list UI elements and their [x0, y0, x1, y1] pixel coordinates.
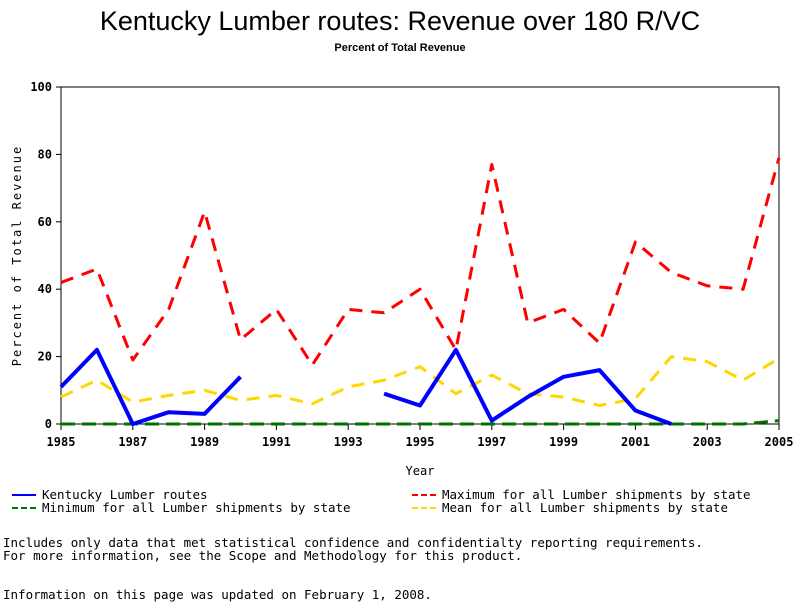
- chart-subtitle: Percent of Total Revenue: [334, 42, 466, 54]
- legend-item-minimum: Minimum for all Lumber shipments by stat…: [12, 500, 351, 515]
- y-tick-label: 20: [38, 350, 52, 364]
- y-tick-label: 40: [38, 282, 52, 296]
- legend-swatch-green: [12, 506, 36, 509]
- footnote-updated: Information on this page was updated on …: [3, 587, 432, 602]
- series-line-kentucky-lumber-routes: [383, 347, 673, 426]
- axes: [56, 86, 780, 430]
- y-tick-label: 60: [38, 215, 52, 229]
- series-kentucky-lumber-routes: [59, 347, 673, 426]
- x-tick-label: 1999: [549, 435, 578, 449]
- series-line-kentucky-lumber-routes: [59, 347, 242, 426]
- x-tick-label: 1989: [190, 435, 219, 449]
- y-tick-label: 0: [45, 417, 52, 431]
- y-tick-label: 100: [30, 80, 52, 94]
- chart-title: Kentucky Lumber routes: Revenue over 180…: [99, 6, 701, 36]
- legend-item-maximum: Maximum for all Lumber shipments by stat…: [412, 487, 751, 502]
- legend-label: Maximum for all Lumber shipments by stat…: [442, 487, 751, 502]
- axis-labels: 0 20 40 60 80 100 1985 1987 1989 1991 1993 1995 1997…: [10, 80, 793, 478]
- x-tick-label: 1987: [118, 435, 147, 449]
- legend-item-kentucky: Kentucky Lumber routes: [12, 487, 208, 502]
- legend-label: Mean for all Lumber shipments by state: [442, 500, 728, 515]
- legend-swatch-yellow: [412, 506, 436, 509]
- x-tick-label: 2005: [765, 435, 794, 449]
- series-line-minimum-for-all-lumber-shipments-by-state: [61, 419, 780, 426]
- x-axis-title: Year: [406, 464, 435, 478]
- plot-frame: [60, 86, 780, 425]
- x-tick-label: 1993: [334, 435, 363, 449]
- footnote-methodology: For more information, see the Scope and …: [3, 548, 523, 563]
- y-tick-label: 80: [38, 147, 52, 161]
- series-maximum-for-all-lumber-shipments-by-state: [60, 157, 781, 367]
- footnote-confidence: Includes only data that met statistical …: [3, 535, 703, 550]
- x-tick-label: 1991: [262, 435, 291, 449]
- y-axis-title: Percent of Total Revenue: [10, 145, 24, 366]
- x-tick-label: 1995: [406, 435, 435, 449]
- legend-label: Kentucky Lumber routes: [42, 487, 208, 502]
- series-line-mean-for-all-lumber-shipments-by-state: [60, 355, 780, 407]
- series-group: [59, 157, 781, 426]
- legend-label: Minimum for all Lumber shipments by stat…: [42, 500, 351, 515]
- x-tick-label: 2001: [621, 435, 650, 449]
- legend-swatch-red: [412, 493, 436, 496]
- legend-item-mean: Mean for all Lumber shipments by state: [412, 500, 728, 515]
- series-minimum-for-all-lumber-shipments-by-state: [61, 419, 780, 426]
- series-mean-for-all-lumber-shipments-by-state: [60, 355, 780, 407]
- x-tick-label: 2003: [693, 435, 722, 449]
- legend-swatch-blue: [12, 493, 36, 496]
- x-tick-label: 1997: [477, 435, 506, 449]
- x-tick-label: 1985: [47, 435, 76, 449]
- series-line-maximum-for-all-lumber-shipments-by-state: [60, 157, 781, 367]
